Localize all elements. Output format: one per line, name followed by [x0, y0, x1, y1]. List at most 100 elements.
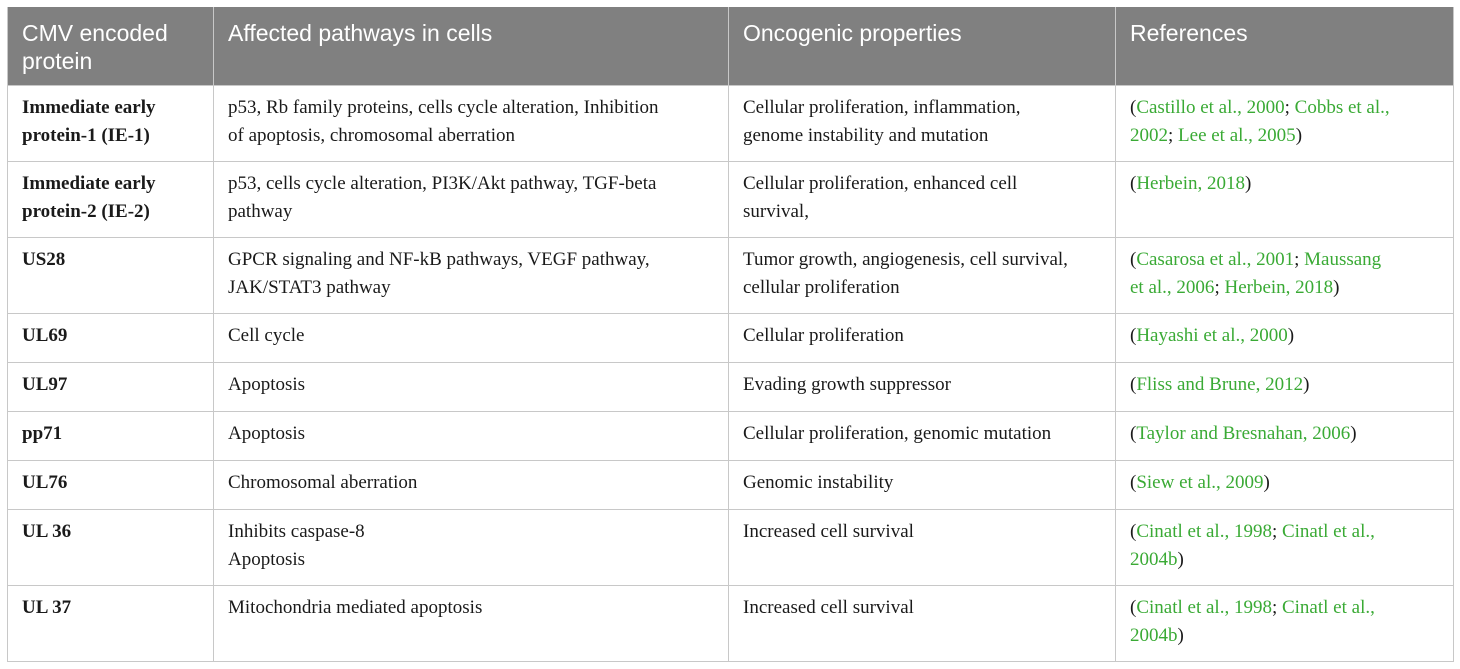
references-cell: (Siew et al., 2009) [1115, 460, 1454, 510]
reference-punctuation: ) [1295, 125, 1303, 146]
table-header: CMV encoded protein Affected pathways in… [7, 7, 1454, 86]
reference-punctuation: ( [1130, 423, 1137, 444]
reference-link[interactable]: Cinatl et al., 1998 [1136, 521, 1272, 542]
reference-punctuation: ( [1130, 249, 1137, 270]
reference-line: (Taylor and Bresnahan, 2006) [1130, 420, 1439, 448]
reference-link[interactable]: Hayashi et al., 2000 [1136, 325, 1288, 346]
reference-line: (Casarosa et al., 2001; Maussang [1130, 246, 1439, 274]
reference-punctuation: ; [1294, 249, 1305, 270]
reference-line: 2004b) [1130, 622, 1439, 650]
header-protein: CMV encoded protein [7, 7, 214, 86]
protein-cell-line: UL69 [22, 325, 68, 346]
reference-link[interactable]: 2004b [1130, 549, 1178, 570]
pathways-cell-line: pathway [228, 201, 293, 222]
pathways-cell: p53, Rb family proteins, cells cycle alt… [213, 85, 729, 162]
reference-link[interactable]: Maussang [1304, 249, 1382, 270]
reference-punctuation: ) [1177, 625, 1184, 646]
reference-punctuation: ( [1130, 472, 1137, 493]
reference-link[interactable]: Fliss and Brune, 2012 [1136, 374, 1304, 395]
oncogenic-cell: Evading growth suppressor [728, 362, 1116, 412]
reference-link[interactable]: Siew et al., 2009 [1136, 472, 1264, 493]
protein-cell-line: US28 [22, 249, 66, 270]
protein-cell-line: UL97 [22, 374, 68, 395]
protein-cell-line: UL76 [22, 472, 68, 493]
pathways-cell-line: p53, Rb family proteins, cells cycle alt… [228, 97, 659, 118]
references-cell: (Cinatl et al., 1998; Cinatl et al., 2004… [1115, 509, 1454, 586]
pathways-cell: Inhibits caspase-8 Apoptosis [213, 509, 729, 586]
header-row: CMV encoded protein Affected pathways in… [7, 7, 1454, 86]
reference-punctuation: ( [1130, 374, 1137, 395]
reference-punctuation: ( [1130, 97, 1137, 118]
reference-link[interactable]: Herbein, 2018 [1224, 277, 1334, 298]
reference-punctuation: ; [1271, 521, 1282, 542]
references-cell: (Castillo et al., 2000; Cobbs et al., 200… [1115, 85, 1454, 162]
pathways-cell-line: Apoptosis [228, 549, 306, 570]
reference-punctuation: ) [1263, 472, 1270, 493]
references-cell: (Fliss and Brune, 2012) [1115, 362, 1454, 412]
oncogenic-cell-line: Increased cell survival [743, 521, 914, 542]
oncogenic-cell-line: Genomic instability [743, 472, 894, 493]
reference-link[interactable]: Cobbs et al., [1294, 97, 1390, 118]
reference-punctuation: ) [1303, 374, 1310, 395]
table-row: US28 GPCR signaling and NF-kB pathways, V… [7, 237, 1454, 314]
pathways-cell-line: GPCR signaling and NF-kB pathways, VEGF … [228, 249, 650, 270]
oncogenic-cell: Cellular proliferation [728, 313, 1116, 363]
protein-cell: Immediate early protein-1 (IE-1) [7, 85, 214, 162]
pathways-cell: p53, cells cycle alteration, PI3K/Akt pa… [213, 161, 729, 238]
reference-punctuation: ) [1287, 325, 1295, 346]
protein-cell: UL 37 [7, 585, 214, 662]
table-row: pp71 Apoptosis Cellular proliferation, gen… [7, 411, 1454, 461]
reference-punctuation: ( [1130, 173, 1137, 194]
references-cell: (Taylor and Bresnahan, 2006) [1115, 411, 1454, 461]
protein-cell: UL76 [7, 460, 214, 510]
reference-link[interactable]: Cinatl et al., [1281, 597, 1375, 618]
pathways-cell-line: of apoptosis, chromosomal aberration [228, 125, 516, 146]
oncogenic-cell: Cellular proliferation, genomic mutation [728, 411, 1116, 461]
reference-punctuation: ) [1350, 423, 1357, 444]
reference-link[interactable]: Casarosa et al., 2001 [1136, 249, 1295, 270]
protein-cell-line: protein-2 (IE-2) [22, 201, 150, 222]
protein-cell: pp71 [7, 411, 214, 461]
reference-line: et al., 2006; Herbein, 2018) [1130, 274, 1439, 302]
table-row: Immediate early protein-2 (IE-2) p53, cell… [7, 161, 1454, 238]
reference-line: (Fliss and Brune, 2012) [1130, 371, 1439, 399]
oncogenic-cell: Tumor growth, angiogenesis, cell surviva… [728, 237, 1116, 314]
reference-line: 2002; Lee et al., 2005) [1130, 122, 1439, 150]
protein-cell: US28 [7, 237, 214, 314]
pathways-cell: Apoptosis [213, 362, 729, 412]
reference-link[interactable]: et al., 2006 [1130, 277, 1215, 298]
reference-link[interactable]: Cinatl et al., 1998 [1136, 597, 1272, 618]
oncogenic-cell-line: Cellular proliferation [743, 325, 904, 346]
reference-link[interactable]: Lee et al., 2005 [1178, 125, 1296, 146]
reference-link[interactable]: 2004b [1130, 625, 1178, 646]
protein-cell-line: UL 36 [22, 521, 72, 542]
oncogenic-cell-line: Tumor growth, angiogenesis, cell surviva… [743, 249, 1068, 270]
references-cell: (Herbein, 2018) [1115, 161, 1454, 238]
reference-line: (Herbein, 2018) [1130, 170, 1439, 198]
reference-link[interactable]: Castillo et al., 2000 [1136, 97, 1285, 118]
reference-line: (Siew et al., 2009) [1130, 469, 1439, 497]
protein-cell: Immediate early protein-2 (IE-2) [7, 161, 214, 238]
pathways-cell-line: Cell cycle [228, 325, 305, 346]
oncogenic-cell-line: cellular proliferation [743, 277, 900, 298]
protein-cell-line: protein-1 (IE-1) [22, 125, 150, 146]
reference-punctuation: ) [1245, 173, 1252, 194]
header-references: References [1115, 7, 1454, 86]
protein-cell: UL 36 [7, 509, 214, 586]
pathways-cell-line: Mitochondria mediated apoptosis [228, 597, 483, 618]
reference-link[interactable]: 2002 [1130, 125, 1168, 146]
oncogenic-cell-line: Cellular proliferation, genomic mutation [743, 423, 1052, 444]
pathways-cell: GPCR signaling and NF-kB pathways, VEGF … [213, 237, 729, 314]
reference-link[interactable]: Herbein, 2018 [1136, 173, 1246, 194]
protein-cell: UL97 [7, 362, 214, 412]
oncogenic-cell: Cellular proliferation, inflammation, gen… [728, 85, 1116, 162]
reference-line: (Hayashi et al., 2000) [1130, 322, 1439, 350]
pathways-cell-line: Inhibits caspase-8 [228, 521, 365, 542]
reference-link[interactable]: Taylor and Bresnahan, 2006 [1136, 423, 1351, 444]
cmv-protein-table: CMV encoded protein Affected pathways in… [7, 7, 1454, 662]
reference-link[interactable]: Cinatl et al., [1281, 521, 1375, 542]
references-cell: (Hayashi et al., 2000) [1115, 313, 1454, 363]
reference-line: (Castillo et al., 2000; Cobbs et al., [1130, 94, 1439, 122]
pathways-cell: Chromosomal aberration [213, 460, 729, 510]
table-row: Immediate early protein-1 (IE-1) p53, Rb f… [7, 85, 1454, 162]
